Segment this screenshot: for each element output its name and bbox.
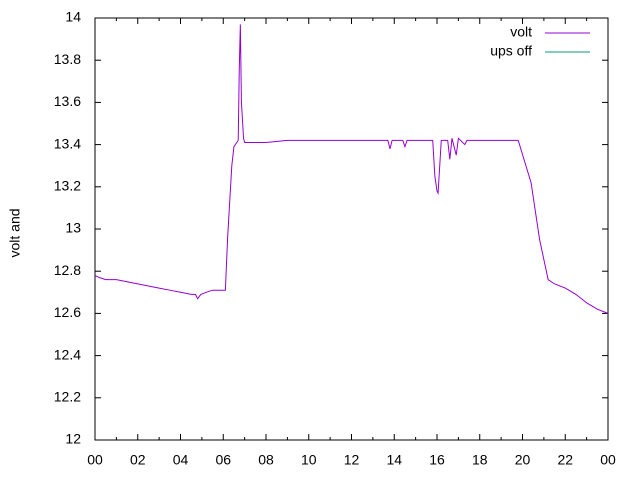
y-tick-label: 13.2 [54,178,81,194]
x-tick-label: 06 [215,452,231,468]
legend-label: ups off [490,43,532,59]
legend-label: volt [510,24,532,40]
y-tick-label: 14 [65,9,81,25]
x-tick-label: 22 [557,452,573,468]
y-tick-label: 12.2 [54,389,81,405]
y-tick-label: 13.8 [54,51,81,67]
x-tick-label: 08 [258,452,274,468]
x-tick-label: 12 [344,452,360,468]
x-tick-label: 04 [173,452,189,468]
x-tick-label: 20 [515,452,531,468]
x-tick-label: 00 [600,452,616,468]
plot-frame [94,17,609,441]
x-tick-label: 14 [386,452,402,468]
line [94,24,609,314]
x-tick-label: 00 [87,452,103,468]
y-tick-label: 13.6 [54,93,81,109]
x-tick-label: 18 [472,452,488,468]
y-tick-label: 13.4 [54,135,81,151]
y-tick-label: 12.4 [54,346,81,362]
y-axis-label: volt and [7,208,23,257]
y-tick-label: 12 [65,431,81,447]
y-tick-label: 12.6 [54,304,81,320]
y-tick-label: 12.8 [54,262,81,278]
y-tick-label: 13 [65,220,81,236]
x-tick-label: 02 [130,452,146,468]
x-tick-label: 10 [301,452,317,468]
x-tick-label: 16 [429,452,445,468]
